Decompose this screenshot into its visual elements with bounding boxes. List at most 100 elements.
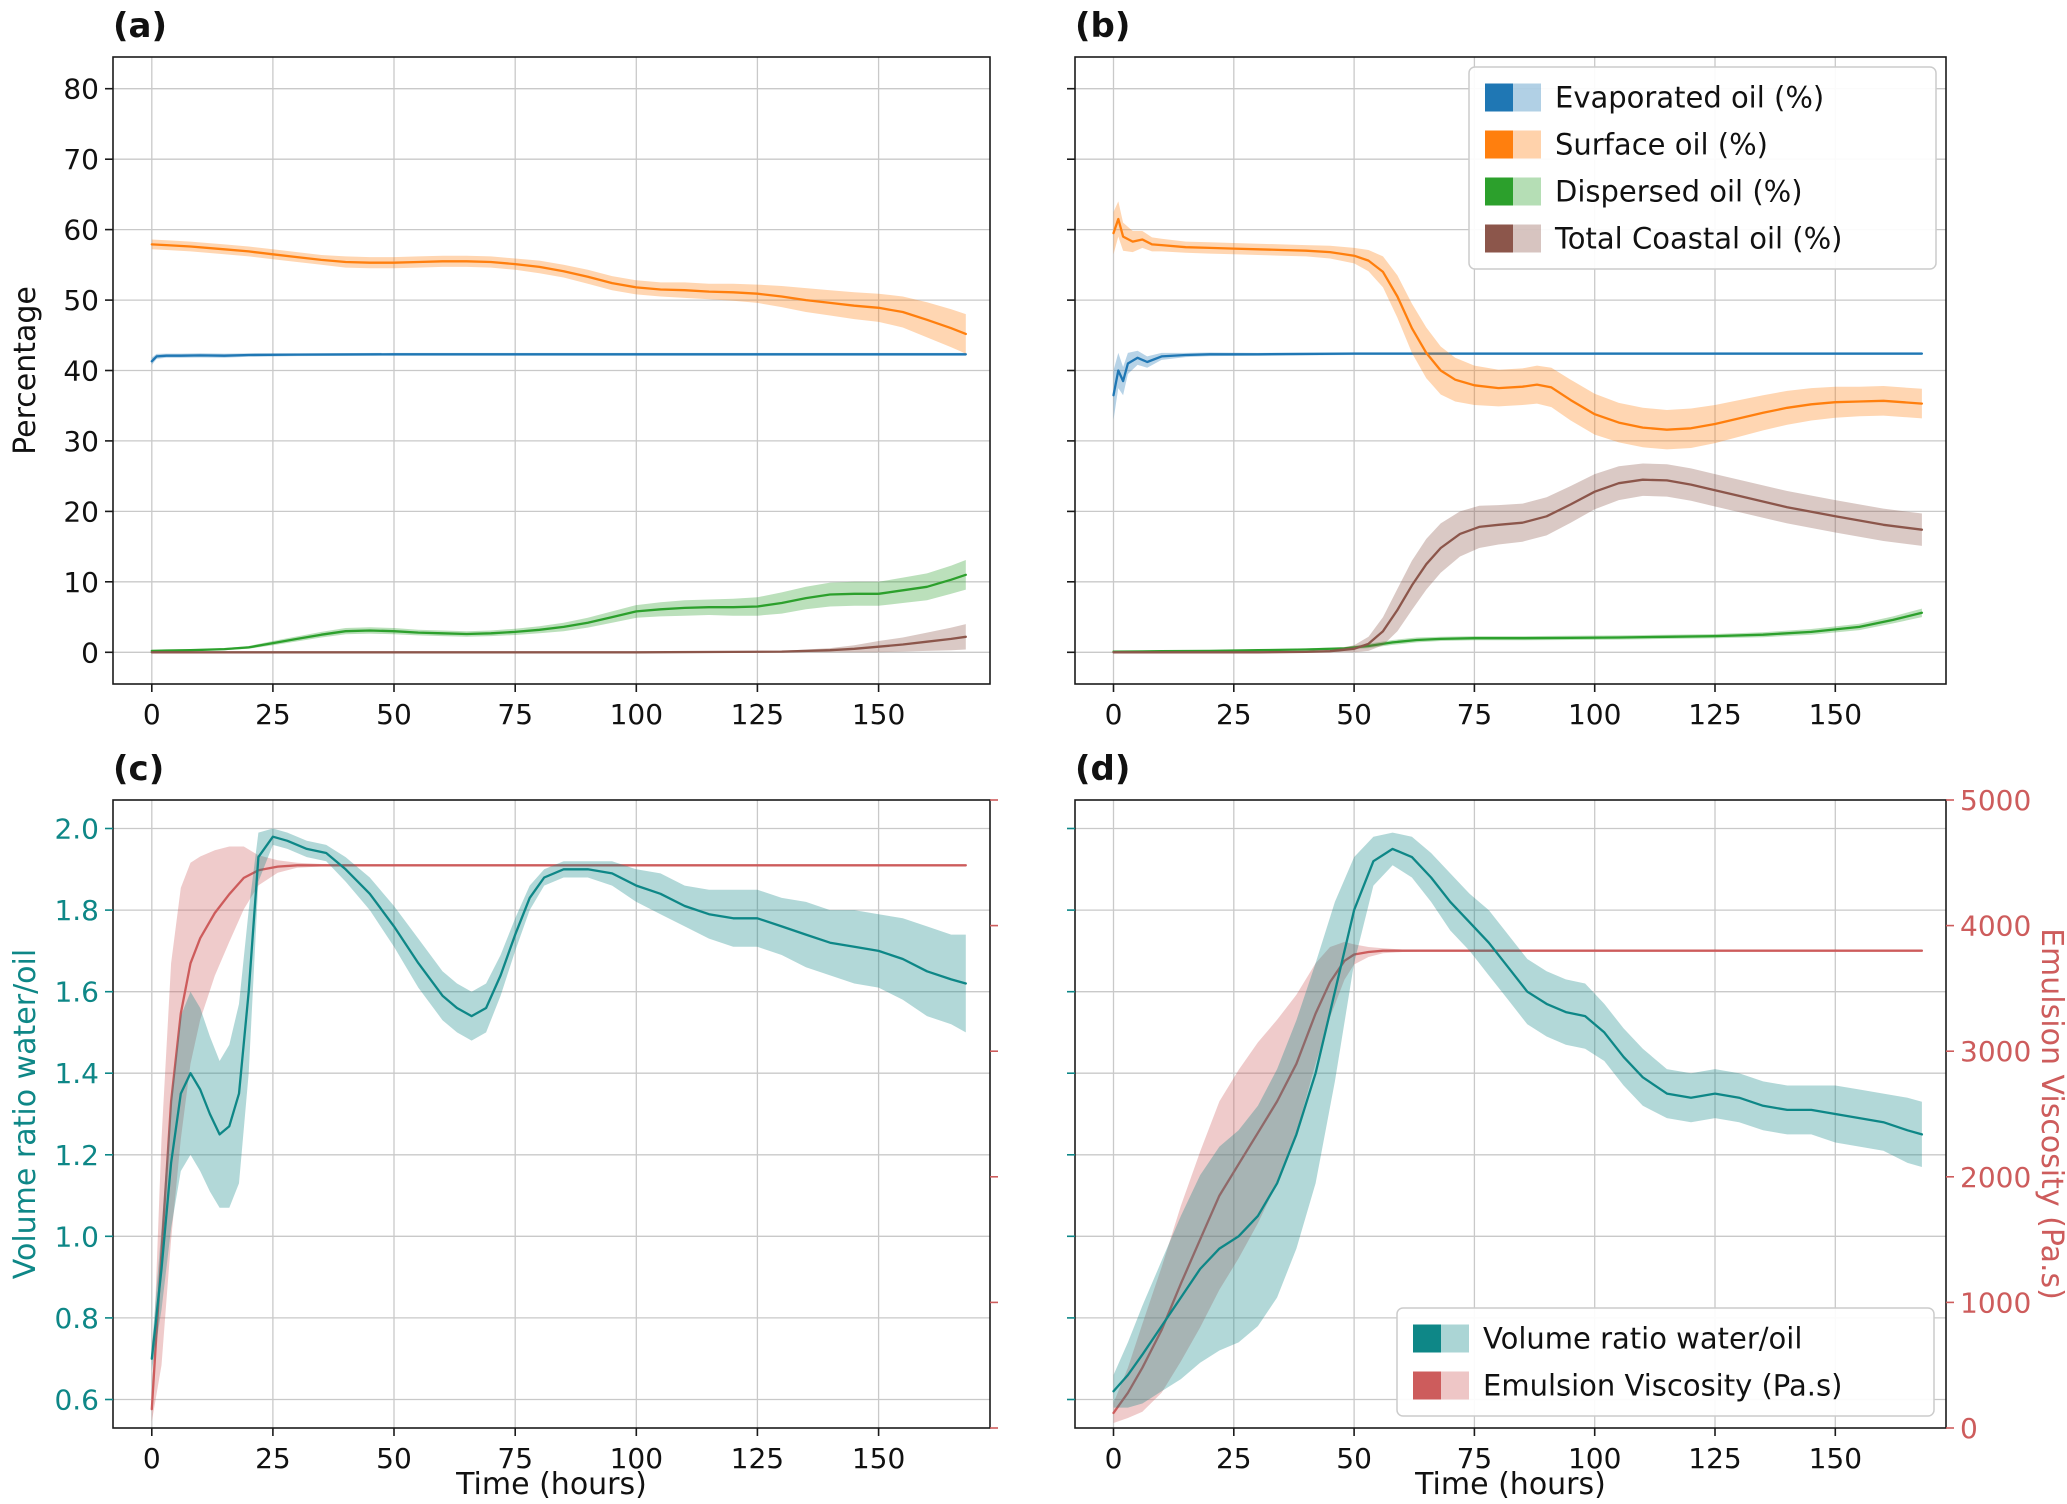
legend-frame	[1468, 66, 1937, 270]
panel-title: (d)	[1075, 749, 1130, 789]
x-tick-label: 50	[1336, 1442, 1372, 1475]
panel-title: (a)	[113, 6, 167, 46]
legend-swatch-solid	[1485, 224, 1513, 253]
legend-swatch-solid	[1413, 1371, 1441, 1400]
legend-swatch-solid	[1485, 177, 1513, 206]
plot-background	[113, 800, 990, 1428]
c-emulsion-viscosity-pa-s-uncertainty-band	[151, 846, 966, 1422]
a-dispersed-oil-uncertainty-band	[151, 560, 966, 652]
a-dispersed-oil-line	[150, 573, 967, 653]
x-tick-label: 150	[1809, 698, 1862, 731]
legend-swatch-band	[1441, 1324, 1469, 1353]
axes-spines	[112, 799, 991, 1429]
x-axis-label: Time (hours)	[1414, 1467, 1606, 1502]
d-emulsion-viscosity-pa-s-uncertainty-band	[1113, 941, 1922, 1423]
b-surface-oil-uncertainty-band	[1113, 201, 1922, 450]
x-tick-label: 150	[1809, 1442, 1862, 1475]
legend-swatch-solid	[1485, 130, 1513, 159]
x-tick-label: 0	[1105, 1442, 1123, 1475]
x-tick-label: 25	[1216, 1442, 1252, 1475]
x-tick-label: 75	[1457, 1442, 1493, 1475]
panel-d: 0 25 50 75 100 125 150 0 1000 2000 3000 4000 5000 Emu…	[1067, 749, 2067, 1502]
y-tick-label: 20	[63, 495, 99, 528]
x-tick-label: 25	[255, 1442, 291, 1475]
y-tick-label: 2.0	[54, 813, 99, 846]
x-axis-label: Time (hours)	[455, 1467, 647, 1502]
legend-label: Evaporated oil (%)	[1555, 81, 1824, 115]
y2-tick-label: 1000	[1960, 1286, 2031, 1319]
legend-label: Surface oil (%)	[1555, 128, 1768, 162]
x-tick-label: 75	[497, 698, 533, 731]
y-tick-label: 0	[81, 636, 99, 669]
x-tick-label: 125	[1688, 698, 1741, 731]
legend: Volume ratio water/oil Emulsion Viscosity…	[1396, 1307, 1935, 1417]
y2-tick-label: 2000	[1960, 1161, 2031, 1194]
c-emulsion-viscosity-pa-s-line	[150, 864, 967, 1411]
x-tick-label: 0	[143, 698, 161, 731]
y-tick-label: 70	[63, 143, 99, 176]
x-tick-label: 100	[1568, 1442, 1621, 1475]
y-tick-label: 10	[63, 566, 99, 599]
x-tick-label: 75	[497, 1442, 533, 1475]
panel-title: (b)	[1075, 6, 1130, 46]
a-surface-oil-line	[150, 243, 967, 336]
b-dispersed-oil-line	[1112, 611, 1924, 653]
y-tick-label: 1.8	[54, 894, 99, 927]
y-tick-label: 60	[63, 214, 99, 247]
legend-frame	[1396, 1307, 1935, 1417]
x-tick-label: 25	[1216, 698, 1252, 731]
panel-c: 0 25 50 75 100 125 150 0.6 0.8 1.0 1.2 1.4 1.6 1.8 2.0…	[8, 749, 998, 1502]
y2-tick-label: 3000	[1960, 1035, 2031, 1068]
y-tick-label: 0.6	[54, 1384, 99, 1417]
b-evaporated-oil-line	[1112, 352, 1924, 397]
y2-axis-label: Emulsion Viscosity (Pa.s)	[2034, 928, 2067, 1300]
d-volume-ratio-water-oil-uncertainty-band	[1113, 832, 1922, 1408]
y-tick-label: 30	[63, 425, 99, 458]
panel-b: 0 25 50 75 100 125 150 (b) Evaporated oil (%) Sur…	[1067, 6, 1947, 731]
x-tick-label: 50	[1336, 698, 1372, 731]
y-tick-label: 1.6	[54, 976, 99, 1009]
x-tick-label: 75	[1457, 698, 1493, 731]
y-tick-label: 1.2	[54, 1139, 99, 1172]
y-tick-label: 1.0	[54, 1220, 99, 1253]
b-surface-oil-line	[1112, 217, 1924, 431]
legend-swatch-solid	[1485, 83, 1513, 112]
y2-tick-label: 0	[1960, 1412, 1978, 1445]
x-tick-label: 150	[852, 1442, 905, 1475]
x-tick-label: 125	[731, 1442, 784, 1475]
y-tick-label: 40	[63, 355, 99, 388]
b-total-coastal-oil-line	[1112, 478, 1924, 654]
a-total-coastal-oil-uncertainty-band	[151, 624, 966, 653]
legend-label: Emulsion Viscosity (Pa.s)	[1483, 1369, 1842, 1403]
x-tick-label: 100	[1568, 698, 1621, 731]
x-tick-label: 150	[852, 698, 905, 731]
y2-tick-label: 5000	[1960, 784, 2031, 817]
legend-swatch-band	[1513, 177, 1541, 206]
legend-swatch-band	[1513, 224, 1541, 253]
y-tick-label: 1.4	[54, 1057, 99, 1090]
x-tick-label: 50	[376, 698, 412, 731]
x-tick-label: 125	[1688, 1442, 1741, 1475]
legend-label: Dispersed oil (%)	[1555, 175, 1803, 209]
x-tick-label: 25	[255, 698, 291, 731]
x-tick-label: 0	[1105, 698, 1123, 731]
y-tick-label: 50	[63, 284, 99, 317]
a-total-coastal-oil-line	[150, 635, 967, 654]
legend-swatch-band	[1441, 1371, 1469, 1400]
x-tick-label: 100	[610, 698, 663, 731]
x-tick-label: 125	[731, 698, 784, 731]
x-tick-label: 100	[610, 1442, 663, 1475]
d-volume-ratio-water-oil-line	[1112, 847, 1924, 1393]
axes-spines	[1074, 799, 1947, 1429]
panel-a: 0 25 50 75 100 125 150 0 10 20 30 40 50 60 70 80 Percent…	[8, 6, 991, 731]
y-tick-label: 0.8	[54, 1302, 99, 1335]
y-axis-label: Volume ratio water/oil	[8, 949, 43, 1279]
legend: Evaporated oil (%) Surface oil (%) Dispers…	[1468, 66, 1937, 270]
c-volume-ratio-water-oil-line	[150, 835, 967, 1360]
y-tick-label: 80	[63, 73, 99, 106]
y2-tick-label: 4000	[1960, 910, 2031, 943]
legend-swatch-band	[1513, 83, 1541, 112]
legend-swatch-band	[1513, 130, 1541, 159]
